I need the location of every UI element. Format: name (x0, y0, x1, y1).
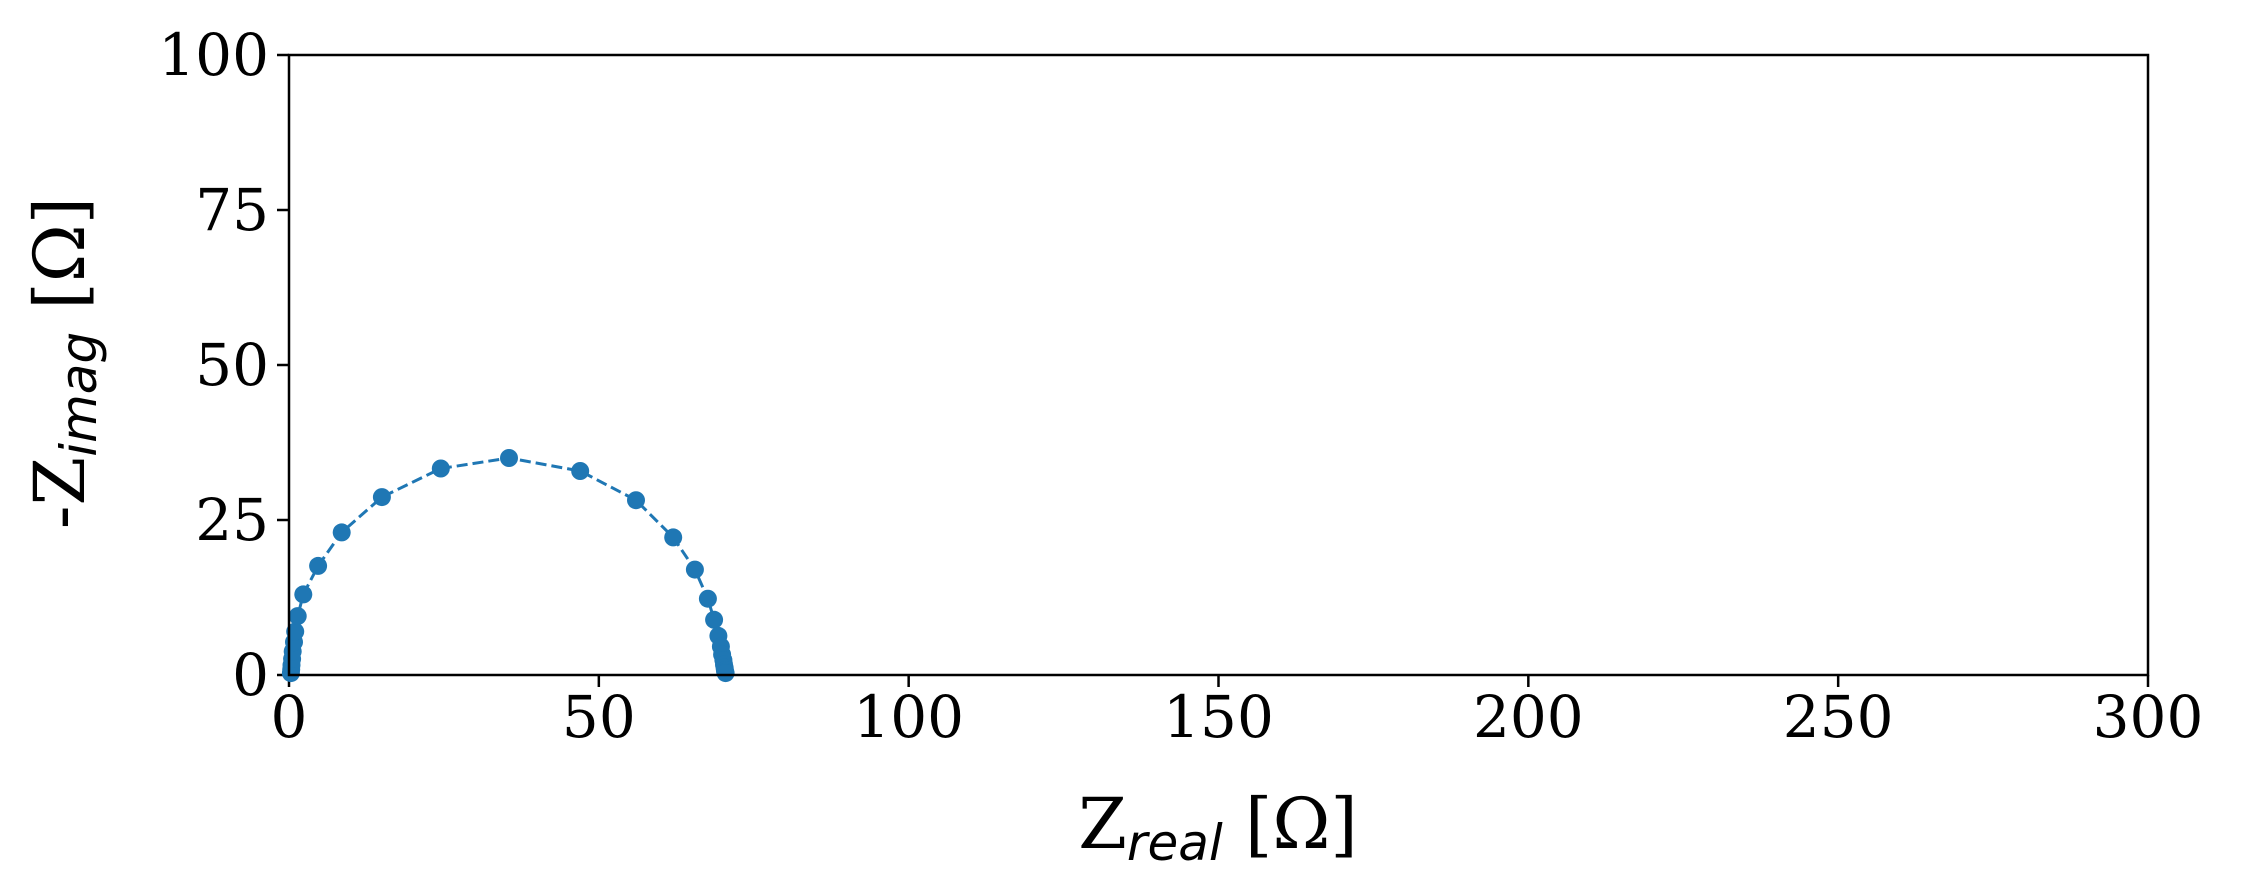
series-dashed-line (289, 456, 728, 674)
data-point (309, 556, 328, 575)
y-tick-label: 100 (158, 21, 269, 89)
series-points (281, 449, 735, 683)
x-tick-label: 250 (1783, 683, 1894, 751)
x-axis-label: Zreal [Ω] (1078, 783, 1357, 872)
x-tick-label: 0 (271, 683, 308, 751)
y-tick-label: 0 (232, 641, 269, 709)
x-tick-label: 300 (2093, 683, 2204, 751)
data-point (627, 491, 645, 510)
data-point (332, 523, 351, 542)
x-tick-label: 100 (853, 683, 964, 751)
y-tick-label: 75 (195, 176, 269, 244)
data-point (294, 585, 313, 604)
x-tick-label: 50 (562, 683, 636, 751)
x-axis-ticks: 0 50 100 150 200 250 300 (271, 675, 2204, 751)
x-tick-label: 150 (1163, 683, 1274, 751)
data-point (288, 607, 307, 626)
data-point (698, 589, 717, 608)
x-tick-label: 200 (1473, 683, 1584, 751)
y-tick-label: 50 (195, 331, 269, 399)
data-point (716, 664, 735, 683)
data-point (664, 528, 683, 547)
data-point (705, 610, 724, 629)
data-point (685, 560, 704, 579)
data-point (372, 488, 391, 507)
plot-area (281, 449, 735, 683)
data-point (500, 449, 518, 467)
data-point (286, 622, 305, 641)
data-point (431, 459, 450, 478)
plot-frame (287, 53, 2150, 677)
y-axis-ticks: 0 25 50 75 100 (158, 21, 289, 709)
y-axis-label: -Zimag [Ω] (19, 197, 108, 529)
data-point (571, 462, 590, 480)
y-tick-label: 25 (195, 486, 269, 554)
